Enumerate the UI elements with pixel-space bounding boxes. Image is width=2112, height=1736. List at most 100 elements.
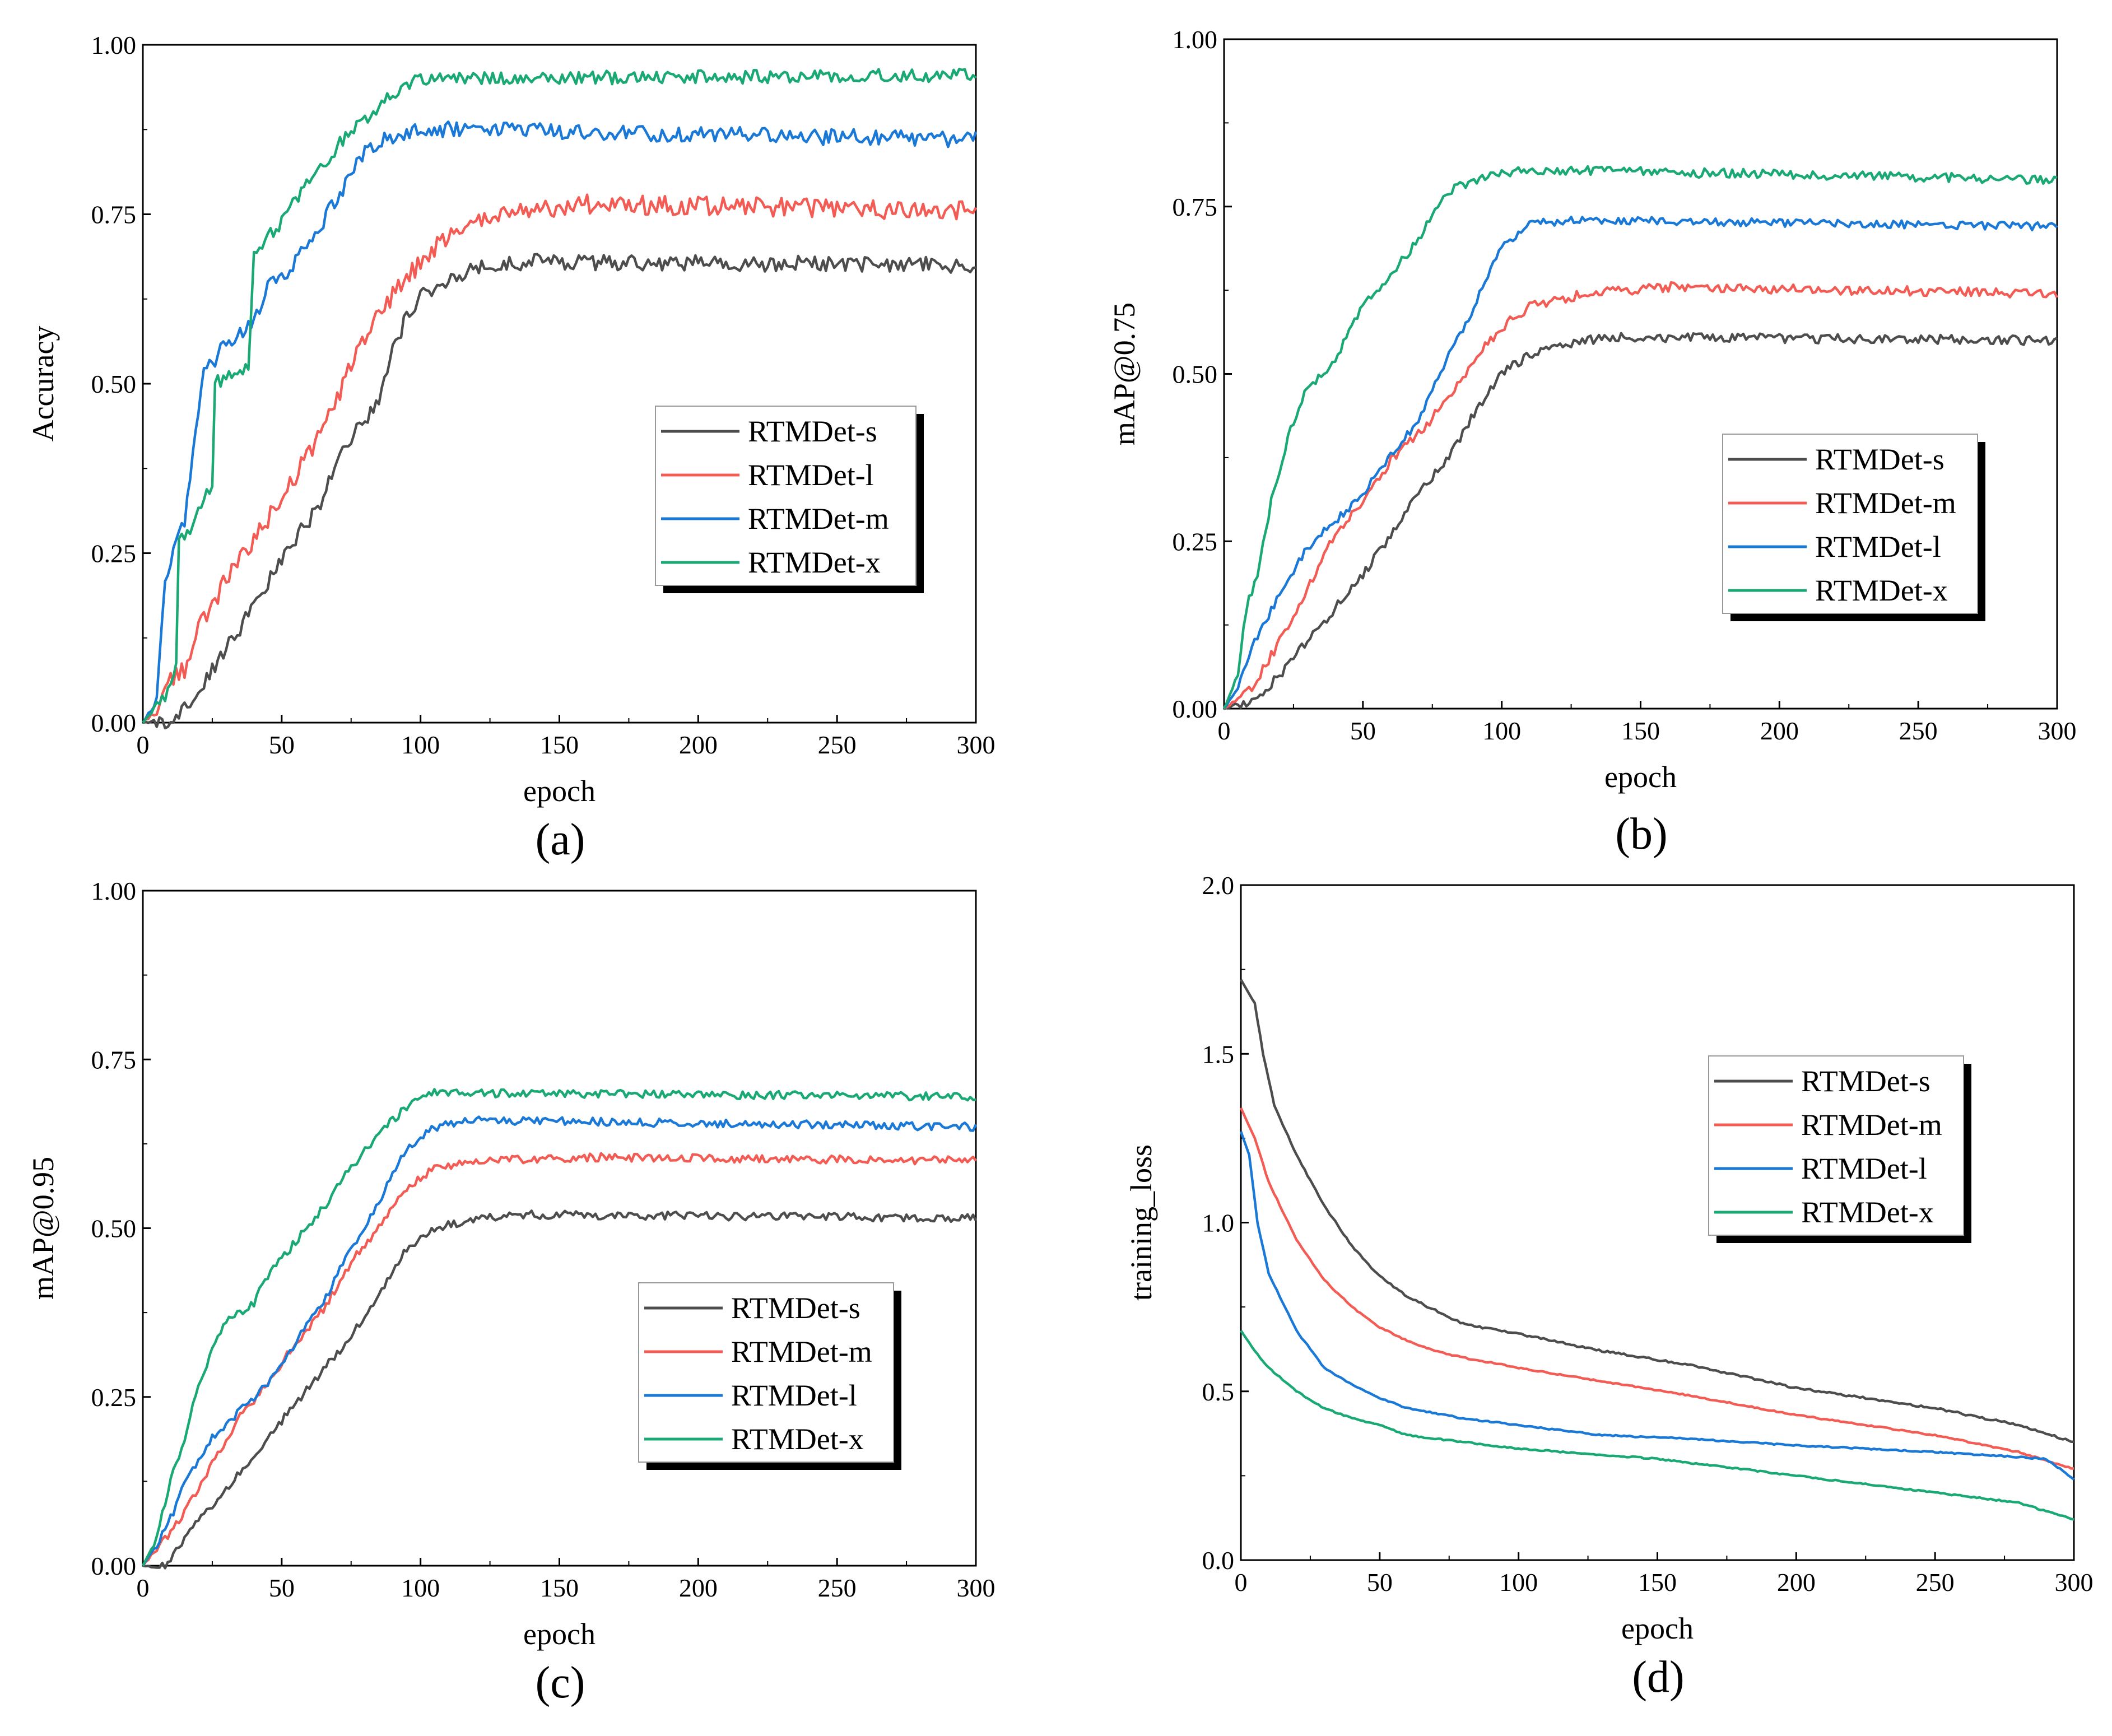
series-line-rtmdet-l xyxy=(142,193,977,724)
legend-box xyxy=(655,406,917,586)
legend-label: RTMDet-s xyxy=(1815,443,1944,476)
x-tick-label: 300 xyxy=(2038,716,2077,745)
legend-label: RTMDet-l xyxy=(1801,1152,1927,1185)
x-tick-label: 200 xyxy=(1760,716,1799,745)
y-tick-label: 0.00 xyxy=(91,709,137,737)
x-tick-label: 200 xyxy=(1777,1568,1816,1597)
x-tick-label: 150 xyxy=(540,1574,579,1602)
x-tick-label: 50 xyxy=(1350,716,1376,745)
y-tick-label: 0.25 xyxy=(91,539,137,568)
y-tick-label: 1.5 xyxy=(1202,1040,1235,1068)
panel-caption: (b) xyxy=(1615,809,1667,859)
y-tick-label: 0.00 xyxy=(91,1552,137,1580)
y-axis-label: mAP@0.95 xyxy=(26,1157,60,1300)
y-axis-label: mAP@0.75 xyxy=(1108,302,1141,445)
x-axis-label: epoch xyxy=(523,1617,596,1651)
legend-label: RTMDet-x xyxy=(748,546,881,579)
y-tick-label: 0.0 xyxy=(1202,1546,1235,1575)
x-tick-label: 300 xyxy=(2055,1568,2094,1597)
series-line-rtmdet-x xyxy=(141,1088,976,1567)
chart-b: 0 50 100 150 200 250 300 0.00 0.25 0.50 0.75 1.00 ep… xyxy=(1108,25,2077,859)
x-tick-label: 0 xyxy=(137,730,150,759)
x-axis-label: epoch xyxy=(1621,1612,1694,1645)
y-tick-label: 0.75 xyxy=(91,201,137,229)
series-line-rtmdet-s xyxy=(142,1209,978,1570)
series-line-rtmdet-m xyxy=(1223,281,2059,710)
legend-label: RTMDet-l xyxy=(1815,530,1941,564)
x-axis-label: epoch xyxy=(1604,760,1677,794)
x-tick-label: 250 xyxy=(1899,716,1938,745)
legend: RTMDet-s RTMDet-m RTMDet-l RTMDet-x xyxy=(1722,434,1985,621)
y-tick-label: 0.50 xyxy=(1173,360,1218,389)
legend-label: RTMDet-l xyxy=(748,458,874,492)
y-tick-label: 0.5 xyxy=(1202,1377,1235,1406)
legend-label: RTMDet-m xyxy=(1801,1108,1942,1142)
legend-label: RTMDet-x xyxy=(731,1422,864,1456)
chart-c: 0 50 100 150 200 250 300 0.00 0.25 0.50 0.75 1.00 ep… xyxy=(26,877,995,1707)
y-axis-label: Accuracy xyxy=(26,326,60,442)
plot-frame xyxy=(142,44,977,724)
x-tick-label: 50 xyxy=(269,1574,295,1602)
series-line-rtmdet-x xyxy=(1240,1330,2074,1521)
x-tick-label: 150 xyxy=(540,730,579,759)
series-line-rtmdet-s xyxy=(1224,332,2058,710)
y-tick-label: 1.00 xyxy=(91,877,137,905)
legend-box xyxy=(638,1282,894,1463)
x-tick-label: 0 xyxy=(1218,716,1231,745)
chart-d: 0 50 100 150 200 250 300 0.0 0.5 1.0 1.5 2.0 epoch tr… xyxy=(1124,871,2094,1702)
y-tick-label: 0.00 xyxy=(1173,695,1218,723)
series-line-rtmdet-m xyxy=(142,120,978,724)
y-tick-label: 0.75 xyxy=(91,1045,137,1074)
legend-label: RTMDet-x xyxy=(1815,574,1948,607)
y-tick-label: 1.0 xyxy=(1202,1209,1235,1237)
series-line-rtmdet-x xyxy=(142,67,977,724)
x-tick-label: 200 xyxy=(679,1574,718,1602)
legend: RTMDet-s RTMDet-l RTMDet-m RTMDet-x xyxy=(655,406,924,593)
chart-a: 0 50 100 150 200 250 300 0.00 0.25 0.50 0.75 1.00 ep… xyxy=(26,31,995,864)
y-axis-label: training_loss xyxy=(1124,1144,1158,1301)
y-tick-label: 2.0 xyxy=(1202,871,1235,900)
y-tick-label: 1.00 xyxy=(1173,25,1218,54)
legend-label: RTMDet-s xyxy=(731,1291,860,1325)
x-tick-label: 300 xyxy=(957,1574,995,1602)
x-tick-label: 100 xyxy=(1499,1568,1538,1597)
panel-caption: (c) xyxy=(536,1658,585,1707)
x-tick-label: 150 xyxy=(1621,716,1660,745)
legend: RTMDet-s RTMDet-m RTMDet-l RTMDet-x xyxy=(1708,1055,1971,1243)
panel-caption: (a) xyxy=(536,815,585,864)
x-tick-label: 50 xyxy=(1367,1568,1393,1597)
legend-label: RTMDet-m xyxy=(748,502,889,536)
x-tick-label: 100 xyxy=(401,1574,440,1602)
legend-label: RTMDet-s xyxy=(748,415,877,448)
x-axis-label: epoch xyxy=(523,774,596,808)
legend-label: RTMDet-m xyxy=(1815,486,1956,520)
series-line-rtmdet-x xyxy=(1222,165,2058,709)
y-tick-label: 0.25 xyxy=(1173,527,1218,556)
series-line-rtmdet-s xyxy=(1240,979,2074,1444)
x-tick-label: 300 xyxy=(957,730,995,759)
x-tick-label: 250 xyxy=(818,1574,857,1602)
x-tick-label: 0 xyxy=(1235,1568,1248,1597)
series-line-rtmdet-l xyxy=(1239,1131,2075,1481)
y-tick-label: 0.75 xyxy=(1173,193,1218,221)
legend-box xyxy=(1708,1055,1964,1236)
y-tick-label: 0.50 xyxy=(91,370,137,398)
x-tick-label: 0 xyxy=(137,1574,150,1602)
legend-label: RTMDet-x xyxy=(1801,1195,1934,1229)
x-tick-label: 100 xyxy=(1482,716,1521,745)
legend-box xyxy=(1722,434,1978,614)
x-tick-label: 200 xyxy=(679,730,718,759)
x-tick-label: 100 xyxy=(401,730,440,759)
legend-label: RTMDet-s xyxy=(1801,1064,1930,1098)
series-line-rtmdet-l xyxy=(1223,216,2058,710)
series-line-rtmdet-m xyxy=(1239,1107,2074,1470)
series-line-rtmdet-l xyxy=(142,1115,978,1567)
y-tick-label: 0.25 xyxy=(91,1383,137,1412)
panel-caption: (d) xyxy=(1632,1653,1684,1702)
series-line-rtmdet-s xyxy=(142,253,976,730)
x-tick-label: 250 xyxy=(1916,1568,1955,1597)
legend-label: RTMDet-m xyxy=(731,1335,872,1369)
legend-label: RTMDet-l xyxy=(731,1379,857,1412)
y-tick-label: 1.00 xyxy=(91,31,137,59)
